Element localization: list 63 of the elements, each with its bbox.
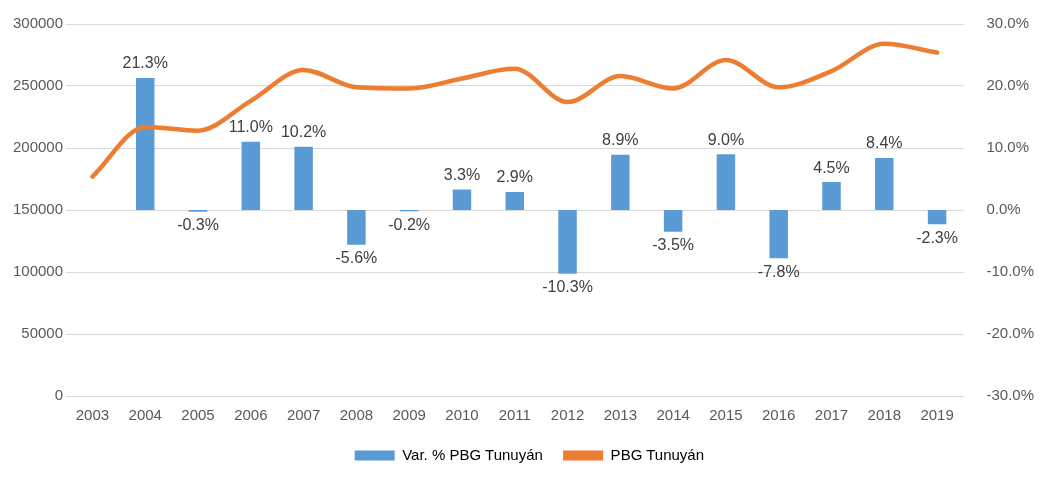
data-label: -0.3%	[177, 216, 219, 234]
x-tick-label: 2016	[762, 406, 796, 424]
x-tick-label: 2009	[392, 406, 426, 424]
data-label: -2.3%	[916, 228, 958, 246]
y-tick-label: 150000	[12, 200, 64, 218]
data-label: 4.5%	[813, 158, 850, 176]
x-tick-label: 2011	[498, 406, 531, 424]
x-tick-label: 2018	[867, 406, 901, 424]
data-label: -3.5%	[652, 236, 695, 254]
bar	[136, 77, 155, 210]
data-label: 21.3%	[122, 54, 168, 72]
x-tick-label: 2008	[339, 406, 374, 424]
data-label: 11.0%	[228, 118, 273, 136]
data-label: -0.2%	[388, 215, 431, 233]
data-label: 9.0%	[707, 130, 745, 148]
data-label: 8.4%	[866, 134, 903, 152]
x-tick-label: 2006	[234, 406, 268, 424]
bar	[611, 154, 630, 210]
y2-tick-label: 10.0%	[986, 138, 1030, 156]
data-label: 3.3%	[443, 165, 481, 183]
y2-tick-label: 20.0%	[986, 76, 1030, 94]
y-tick-label: 200000	[12, 138, 64, 156]
x-tick-label: 2005	[181, 406, 215, 424]
bar	[716, 154, 736, 210]
data-label: -7.8%	[757, 262, 800, 280]
y2-tick-label: 30.0%	[986, 14, 1030, 32]
x-tick-label: 2012	[550, 406, 585, 424]
legend-label: PBG Tunuyán	[610, 445, 705, 463]
y2-tick-label: 0.0%	[986, 200, 1021, 218]
bar	[452, 189, 472, 210]
data-label: -5.6%	[335, 249, 378, 267]
y2-tick-label: -10.0%	[986, 262, 1034, 280]
x-tick-label: 2019	[920, 406, 954, 424]
data-label: -10.3%	[542, 278, 593, 296]
bar	[769, 210, 788, 259]
y2-tick-label: -20.0%	[986, 324, 1034, 342]
bar	[294, 146, 313, 210]
x-tick-label: 2003	[75, 406, 110, 424]
x-tick-label: 2017	[814, 406, 849, 424]
x-tick-label: 2007	[286, 406, 321, 424]
y-tick-label: 300000	[12, 14, 64, 32]
x-tick-label: 2010	[445, 406, 479, 424]
x-tick-label: 2013	[603, 406, 638, 424]
data-label: 8.9%	[602, 131, 639, 149]
bar	[347, 210, 366, 245]
y-tick-label: 50000	[21, 324, 64, 342]
bar	[558, 210, 577, 274]
legend-label: Var. % PBG Tunuyán	[402, 445, 543, 463]
x-tick-label: 2014	[656, 406, 690, 424]
bar	[505, 192, 524, 210]
bar	[663, 210, 683, 232]
bar	[927, 210, 947, 225]
bar	[822, 182, 841, 210]
bar	[875, 157, 894, 210]
x-tick-label: 2015	[709, 406, 743, 424]
y-tick-label: 0	[54, 386, 64, 404]
y-tick-label: 250000	[12, 76, 64, 94]
y-tick-label: 100000	[12, 262, 64, 280]
x-tick-label: 2004	[128, 406, 162, 424]
data-label: 2.9%	[496, 168, 533, 186]
y2-tick-label: -30.0%	[986, 386, 1034, 404]
bar	[241, 141, 261, 210]
data-label: 10.2%	[280, 123, 327, 141]
